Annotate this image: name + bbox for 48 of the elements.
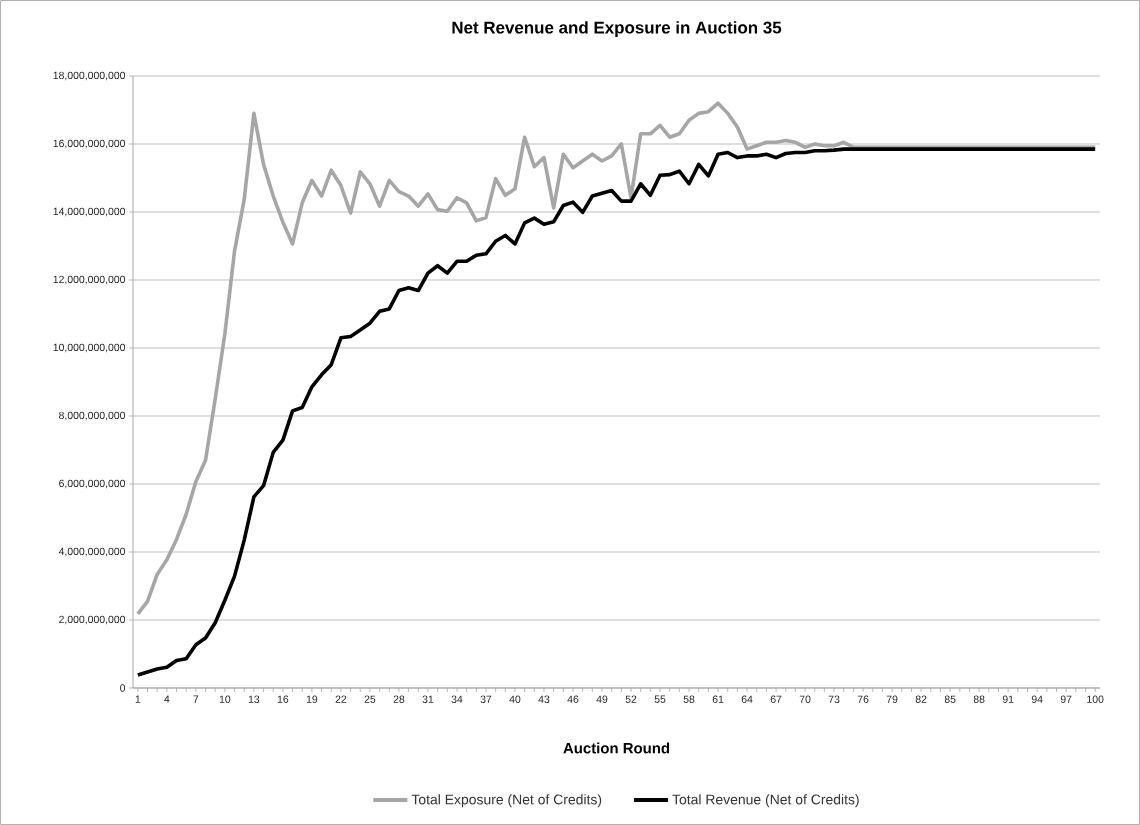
x-tick-label: 61 (712, 695, 724, 703)
x-tick-label: 82 (915, 695, 927, 703)
legend-label: Total Revenue (Net of Credits) (672, 794, 859, 808)
x-tick-label: 46 (567, 695, 579, 703)
x-tick-label: 70 (799, 695, 811, 703)
x-tick-label: 97 (1060, 695, 1072, 703)
x-tick-label: 4 (164, 695, 170, 703)
x-tick-label: 19 (306, 695, 318, 703)
x-tick-label: 40 (509, 695, 521, 703)
x-tick-label: 43 (538, 695, 550, 703)
x-tick-label: 88 (973, 695, 985, 703)
y-tick-label: 6,000,000,000 (59, 479, 126, 489)
x-tick-label: 25 (364, 695, 376, 703)
y-tick-label: 16,000,000,000 (53, 139, 126, 149)
x-tick-label: 49 (596, 695, 608, 703)
y-tick-label: 4,000,000,000 (58, 547, 126, 557)
chart-title: Net Revenue and Exposure in Auction 35 (452, 21, 782, 37)
x-tick-label: 34 (451, 695, 463, 703)
x-tick-label: 58 (683, 695, 695, 703)
x-axis-title: Auction Round (563, 742, 670, 754)
y-tick-label: 2,000,000,000 (59, 615, 126, 625)
y-tick-label: 14,000,000,000 (53, 207, 126, 217)
x-tick-label: 100 (1087, 695, 1104, 703)
x-tick-label: 1 (135, 695, 141, 703)
x-tick-label: 16 (277, 695, 289, 703)
x-tick-label: 76 (857, 695, 869, 703)
x-tick-label: 94 (1031, 695, 1043, 703)
x-tick-label: 85 (944, 695, 956, 703)
y-tick-label: 18,000,000,000 (53, 71, 126, 81)
x-tick-label: 55 (654, 695, 666, 703)
legend-label: Total Exposure (Net of Credits) (411, 794, 602, 808)
x-tick-label: 91 (1002, 695, 1014, 703)
x-tick-label: 67 (770, 695, 782, 703)
x-tick-label: 28 (393, 695, 405, 703)
x-tick-label: 31 (422, 695, 434, 703)
x-tick-label: 7 (193, 695, 199, 703)
x-tick-label: 22 (335, 695, 347, 703)
y-tick-label: 10,000,000,000 (53, 343, 126, 353)
x-tick-label: 10 (219, 695, 231, 703)
x-tick-label: 37 (480, 695, 492, 703)
x-tick-label: 52 (625, 695, 637, 703)
x-tick-label: 79 (886, 695, 898, 703)
x-tick-label: 64 (741, 695, 753, 703)
x-tick-label: 13 (248, 695, 260, 703)
x-tick-label: 73 (828, 695, 840, 703)
y-tick-label: 12,000,000,000 (53, 275, 126, 285)
y-tick-label: 0 (120, 684, 126, 692)
y-tick-label: 8,000,000,000 (59, 411, 126, 421)
